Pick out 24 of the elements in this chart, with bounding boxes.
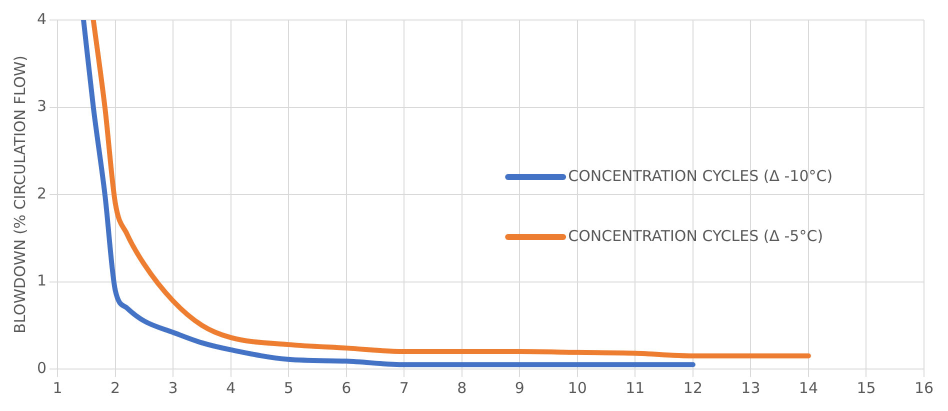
x-tick-label: 3 — [168, 378, 178, 397]
x-tick-label: 10 — [568, 378, 587, 397]
x-tick-label: 5 — [284, 378, 294, 397]
y-tick-label: 3 — [36, 97, 47, 116]
x-tick-label: 14 — [798, 378, 818, 397]
x-tick-label: 15 — [856, 378, 876, 397]
x-tick-label: 2 — [110, 378, 120, 397]
legend-label: CONCENTRATION CYCLES (Δ -5°C) — [568, 226, 824, 245]
y-tick-label: 1 — [36, 272, 47, 290]
y-axis-title: BLOWDOWN (% CIRCULATION FLOW) — [10, 56, 29, 334]
y-tick-label: 2 — [36, 184, 47, 202]
x-tick-label: 9 — [514, 378, 524, 397]
x-tick-label: 4 — [226, 378, 236, 397]
x-tick-label: 11 — [626, 378, 645, 397]
x-tick-label: 13 — [741, 378, 760, 397]
y-tick-label: 0 — [36, 358, 47, 377]
x-tick-label: 6 — [342, 378, 352, 397]
legend-label: CONCENTRATION CYCLES (Δ -10°C) — [568, 166, 833, 185]
x-tick-label: 12 — [683, 378, 702, 397]
x-tick-label: 7 — [399, 378, 409, 397]
x-tick-label: 16 — [914, 378, 934, 397]
x-tick-label: 8 — [457, 378, 467, 397]
x-tick-label: 1 — [52, 378, 62, 397]
y-tick-label: 4 — [36, 10, 47, 28]
